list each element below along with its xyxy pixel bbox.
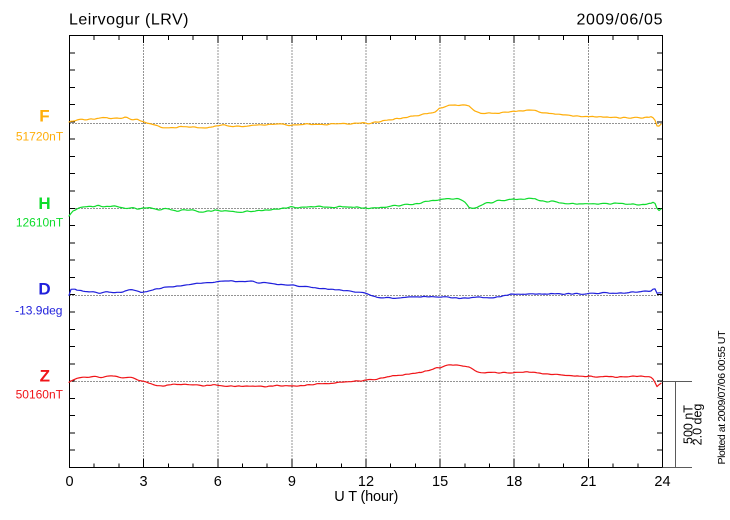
svg-text:6: 6 bbox=[214, 474, 222, 490]
svg-text:H: H bbox=[38, 194, 50, 213]
svg-text:-13.9deg: -13.9deg bbox=[15, 303, 62, 317]
svg-text:24: 24 bbox=[654, 474, 670, 490]
svg-text:U T (hour): U T (hour) bbox=[334, 489, 398, 505]
svg-text:F: F bbox=[39, 106, 49, 125]
svg-text:2.0 deg: 2.0 deg bbox=[691, 404, 705, 446]
svg-text:Z: Z bbox=[40, 367, 50, 386]
svg-text:3: 3 bbox=[140, 474, 148, 490]
svg-text:12: 12 bbox=[358, 474, 374, 490]
svg-text:2009/06/05: 2009/06/05 bbox=[577, 12, 663, 29]
svg-text:500 nT: 500 nT bbox=[682, 405, 696, 444]
svg-text:21: 21 bbox=[580, 474, 596, 490]
svg-text:9: 9 bbox=[288, 474, 296, 490]
svg-text:0: 0 bbox=[65, 474, 73, 490]
svg-text:Leirvogur (LRV): Leirvogur (LRV) bbox=[69, 12, 189, 29]
svg-text:D: D bbox=[38, 280, 50, 299]
svg-text:50160nT: 50160nT bbox=[16, 388, 64, 402]
svg-text:15: 15 bbox=[432, 474, 448, 490]
svg-text:51720nT: 51720nT bbox=[16, 130, 64, 144]
svg-text:18: 18 bbox=[506, 474, 522, 490]
svg-text:12610nT: 12610nT bbox=[16, 216, 64, 230]
svg-text:Plotted at 2009/07/06 00:55 UT: Plotted at 2009/07/06 00:55 UT bbox=[716, 330, 728, 465]
